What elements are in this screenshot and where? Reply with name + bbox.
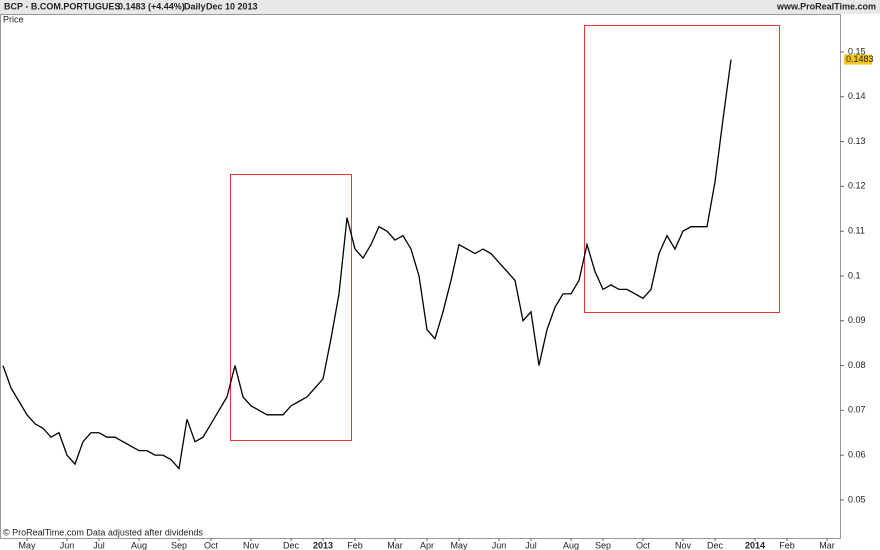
x-tick-label: Nov [243, 540, 260, 550]
x-tick-label: May [450, 540, 468, 550]
header-change: 0.1483 (+4.44%) [118, 1, 185, 11]
source: www.ProRealTime.com [776, 1, 876, 11]
header-bar [0, 0, 880, 14]
x-tick-label: Jun [492, 540, 507, 550]
y-tick-label: 0.09 [848, 315, 866, 325]
y-axis-label: Price [3, 14, 24, 24]
chart-title: BCP - B.COM.PORTUGUES [4, 1, 120, 11]
x-tick-label: Feb [347, 540, 363, 550]
last-price-label: 0.1483 [846, 54, 874, 64]
x-tick-label: Mar [819, 540, 835, 550]
y-tick-label: 0.08 [848, 360, 866, 370]
y-tick-label: 0.13 [848, 136, 866, 146]
highlight-box [584, 25, 780, 313]
y-tick-label: 0.07 [848, 405, 866, 415]
x-tick-label: Oct [204, 540, 219, 550]
y-tick-label: 0.06 [848, 450, 866, 460]
x-tick-label: Apr [420, 540, 434, 550]
x-tick-label: Aug [131, 540, 147, 550]
y-tick-label: 0.12 [848, 181, 866, 191]
last-price-box [844, 54, 872, 65]
x-tick-label: Dec [283, 540, 300, 550]
x-tick-label: Oct [636, 540, 651, 550]
x-tick-label: Jun [60, 540, 75, 550]
y-tick-label: 0.14 [848, 91, 866, 101]
x-tick-label: Jul [525, 540, 537, 550]
y-tick-label: 0.15 [848, 46, 866, 56]
y-tick-label: 0.11 [848, 226, 865, 236]
x-tick-label: Dec [707, 540, 724, 550]
x-tick-label: 2013 [313, 540, 333, 550]
x-tick-label: May [18, 540, 36, 550]
x-tick-label: Sep [171, 540, 187, 550]
x-tick-label: Sep [595, 540, 611, 550]
y-tick-label: 0.05 [848, 494, 866, 504]
plot-border [0, 14, 841, 539]
x-tick-label: 2014 [745, 540, 765, 550]
header-date: Dec 10 2013 [206, 1, 258, 11]
x-tick-label: Nov [675, 540, 692, 550]
y-tick-label: 0.1 [848, 270, 861, 280]
header-period: Daily [184, 1, 206, 11]
highlight-box [230, 174, 352, 441]
price-line [2, 59, 732, 471]
x-tick-label: Feb [779, 540, 795, 550]
x-tick-label: Aug [563, 540, 579, 550]
x-tick-label: Mar [387, 540, 403, 550]
x-tick-label: Jul [93, 540, 105, 550]
footer: © ProRealTime.com Data adjusted after di… [3, 527, 203, 537]
